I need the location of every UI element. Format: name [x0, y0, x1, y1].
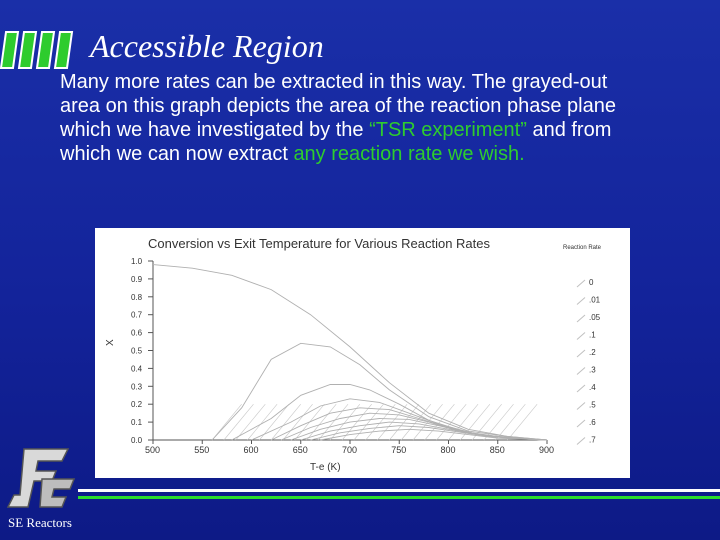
series-line-2 — [211, 342, 548, 441]
region-hatch-line — [223, 404, 254, 441]
region-hatch-line — [424, 404, 455, 441]
series-line-5 — [271, 407, 548, 441]
legend-title: Reaction Rate — [563, 245, 602, 251]
footer-label: SE Reactors — [8, 515, 72, 530]
se-logo-icon — [6, 448, 76, 508]
series-line-10 — [320, 428, 548, 441]
legend-entry: .01 — [589, 296, 601, 305]
series-line-3 — [231, 384, 548, 441]
chart-title: Conversion vs Exit Temperature for Vario… — [148, 236, 491, 251]
legend-entry: .3 — [589, 366, 596, 375]
x-tick-label: 700 — [342, 445, 357, 455]
region-hatch-line — [448, 404, 479, 441]
region-hatch-line — [318, 404, 349, 441]
region-hatch-line — [389, 404, 420, 441]
body-text-part2: and from which we can now extract — [60, 119, 612, 165]
x-tick-label: 750 — [391, 445, 406, 455]
slide-bars-decoration — [0, 31, 74, 69]
conversion-chart: Conversion vs Exit Temperature for Vario… — [105, 236, 602, 473]
x-tick-label: 850 — [490, 445, 505, 455]
body-text-part1: Many more rates can be extracted in this… — [60, 71, 616, 141]
y-axis-label: X — [105, 339, 116, 346]
legend-swatch — [576, 297, 586, 305]
region-hatch-line — [330, 404, 361, 441]
series-line-8 — [300, 421, 548, 441]
legend-entry: .6 — [589, 418, 596, 427]
legend-entry: .2 — [589, 348, 596, 357]
legend-entry: .5 — [589, 401, 596, 410]
region-hatch-line — [341, 404, 372, 441]
region-hatch-line — [282, 404, 313, 441]
y-tick-label: 0.3 — [131, 382, 143, 391]
y-tick-label: 0.6 — [131, 329, 143, 338]
legend-swatch — [576, 279, 586, 288]
legend-swatch — [576, 314, 586, 323]
y-tick-label: 0.0 — [131, 436, 143, 445]
legend-swatch — [576, 419, 586, 428]
x-tick-label: 900 — [539, 445, 554, 455]
region-hatch-line — [235, 404, 266, 441]
y-tick-label: 0.5 — [131, 347, 143, 356]
x-tick-label: 550 — [194, 445, 209, 455]
body-text-quote: “TSR experiment” — [369, 119, 527, 141]
y-tick-label: 0.2 — [131, 400, 143, 409]
legend-swatch — [576, 367, 586, 375]
body-text-highlight: any reaction rate we wish. — [293, 143, 525, 165]
region-hatch-line — [400, 404, 432, 441]
legend-entry: 0 — [589, 278, 594, 287]
region-hatch-line — [353, 404, 384, 441]
legend-entry: .7 — [589, 436, 596, 445]
x-axis-label: T-e (K) — [310, 462, 341, 473]
legend-swatch — [576, 349, 586, 358]
y-tick-label: 0.7 — [131, 311, 143, 320]
legend-swatch — [576, 402, 586, 410]
y-tick-label: 0.4 — [131, 364, 143, 373]
region-hatch-line — [507, 404, 538, 441]
slide-body-text: Many more rates can be extracted in this… — [60, 70, 640, 166]
y-tick-label: 0.8 — [131, 293, 143, 302]
legend-swatch — [576, 332, 586, 340]
y-tick-label: 0.1 — [131, 418, 143, 427]
y-tick-label: 0.9 — [131, 275, 143, 284]
x-tick-label: 650 — [293, 445, 308, 455]
legend-swatch — [576, 384, 586, 393]
footer-divider-white — [78, 489, 720, 492]
legend-entry: .05 — [589, 313, 601, 322]
series-line-9 — [310, 425, 548, 441]
y-tick-label: 1.0 — [131, 257, 143, 266]
legend-entry: .1 — [589, 331, 596, 340]
x-tick-label: 600 — [244, 445, 259, 455]
region-hatch-line — [270, 404, 301, 441]
legend-entry: .4 — [589, 383, 596, 392]
region-hatch-line — [306, 404, 337, 441]
x-tick-label: 500 — [145, 445, 160, 455]
x-tick-label: 800 — [441, 445, 456, 455]
region-hatch-line — [247, 404, 278, 441]
chart-container: Conversion vs Exit Temperature for Vario… — [95, 228, 630, 478]
region-hatch-line — [495, 404, 526, 441]
series-line-1 — [152, 264, 548, 441]
footer-divider-green — [78, 496, 720, 499]
legend-swatch — [576, 437, 586, 445]
slide-title: Accessible Region — [90, 28, 324, 64]
